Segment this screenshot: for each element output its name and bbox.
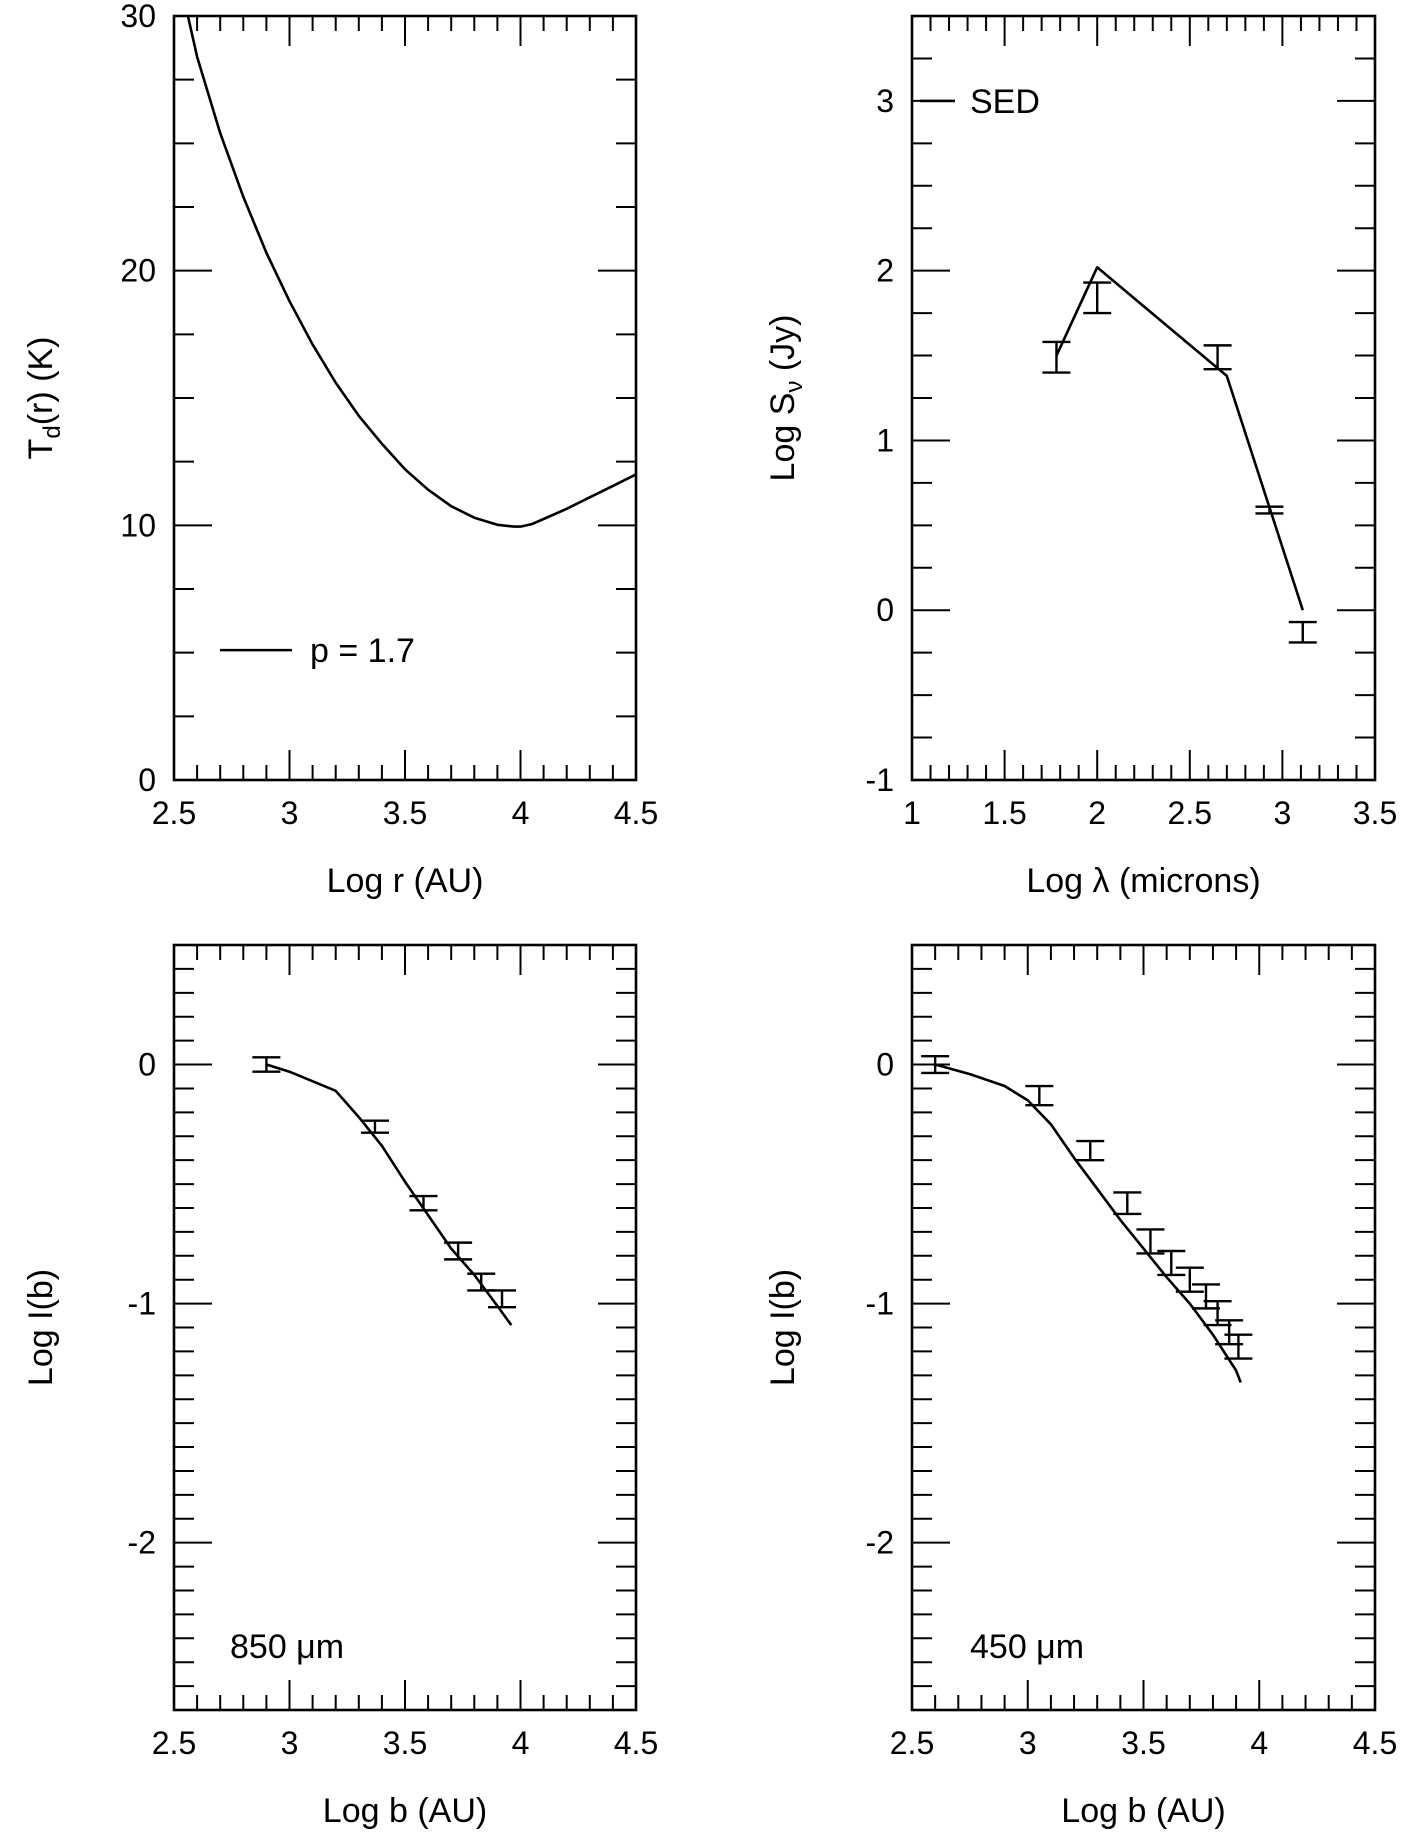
x-tick-label: 3.5 [1121, 1725, 1165, 1761]
error-bar [1224, 1333, 1253, 1360]
panel-annotation: 450 μm [970, 1628, 1084, 1666]
y-axis-label: Log I(b) [764, 1269, 802, 1386]
plot-area [921, 1054, 1253, 1383]
plot-area [1042, 265, 1317, 644]
y-tick-label: 10 [120, 507, 156, 543]
y-tick-label: -2 [866, 1525, 894, 1561]
error-bar [467, 1272, 496, 1292]
x-tick-label: 4 [512, 1725, 530, 1761]
plot-frame [172, 943, 638, 1712]
plot-frame [910, 14, 1377, 782]
error-bar [1288, 620, 1317, 644]
y-axis-label: Td(r) (K) [22, 337, 66, 460]
panel-profile-850: 2.5 3 3.5 4 4.5 -2 -1 0 Log b (AU) Log I(b) 850 μm [22, 943, 658, 1830]
error-bar [444, 1241, 473, 1261]
plot-frame [910, 943, 1377, 1712]
y-tick-label: 2 [876, 253, 894, 289]
x-tick-label: 3 [1274, 795, 1292, 831]
x-tick-label: 4.5 [614, 795, 658, 831]
x-axis-label: Log b (AU) [1061, 1792, 1225, 1830]
legend-label: SED [970, 83, 1040, 121]
error-bar [1175, 1266, 1204, 1293]
error-bar [1042, 340, 1071, 374]
x-tick-label: 3 [281, 1725, 299, 1761]
y-tick-label: -1 [866, 1286, 894, 1322]
error-bar [360, 1119, 389, 1134]
legend-label: p = 1.7 [310, 632, 415, 670]
y-tick-label: 30 [120, 0, 156, 34]
x-tick-label: 4 [512, 795, 530, 831]
error-bar [252, 1056, 281, 1073]
error-bar [488, 1289, 517, 1309]
x-axis-label: Log b (AU) [323, 1792, 487, 1830]
error-bar [1025, 1084, 1054, 1107]
panel-sed: 1 1.5 2 2.5 3 3.5 -1 0 1 2 3 Log λ (microns) Log Sν … [764, 14, 1397, 900]
error-bar [1136, 1228, 1165, 1255]
error-bar [921, 1054, 950, 1075]
x-tick-label: 4.5 [1353, 1725, 1397, 1761]
x-tick-label: 2.5 [890, 1725, 934, 1761]
x-axis-label: Log r (AU) [327, 862, 484, 900]
series-line [1055, 265, 1305, 611]
plot-area [186, 16, 636, 528]
y-tick-label: 0 [138, 1047, 156, 1083]
error-bar [1192, 1283, 1221, 1310]
x-tick-label: 4.5 [614, 1725, 658, 1761]
panel-annotation: 850 μm [230, 1628, 344, 1666]
panel-temperature: 2.5 3 3.5 4 4.5 0 10 20 30 Log r (AU) Td(r) (K) p =… [22, 0, 658, 900]
x-tick-label: 2.5 [1168, 795, 1212, 831]
y-tick-label: 20 [120, 253, 156, 289]
error-bar [409, 1194, 438, 1212]
x-axis-label: Log λ (microns) [1026, 862, 1260, 900]
x-tick-label: 4 [1250, 1725, 1268, 1761]
y-tick-label: 3 [876, 83, 894, 119]
x-tick-label: 1 [903, 795, 921, 831]
error-bar [1203, 344, 1232, 371]
error-bar [1083, 281, 1112, 315]
x-tick-label: 3 [281, 795, 299, 831]
x-tick-label: 3.5 [383, 795, 427, 831]
y-tick-label: 0 [138, 762, 156, 798]
plot-area [252, 1056, 517, 1326]
error-bar [1076, 1139, 1105, 1162]
y-tick-label: -2 [128, 1525, 156, 1561]
x-tick-label: 3.5 [1353, 795, 1397, 831]
x-tick-label: 3.5 [383, 1725, 427, 1761]
y-tick-label: 0 [876, 592, 894, 628]
error-bar [1255, 505, 1284, 515]
error-bar [1157, 1249, 1186, 1277]
x-tick-label: 2.5 [152, 795, 196, 831]
x-tick-label: 1.5 [982, 795, 1026, 831]
y-axis-label: Log Sν (Jy) [764, 315, 808, 482]
y-tick-label: -1 [866, 762, 894, 798]
y-tick-label: -1 [128, 1286, 156, 1322]
error-bar [1113, 1191, 1142, 1216]
y-axis-label: Log I(b) [22, 1269, 60, 1386]
y-tick-label: 1 [876, 422, 894, 458]
x-tick-label: 2 [1088, 795, 1106, 831]
x-tick-label: 3 [1019, 1725, 1037, 1761]
x-tick-label: 2.5 [152, 1725, 196, 1761]
y-tick-label: 0 [876, 1047, 894, 1083]
series-line [934, 1063, 1242, 1383]
panel-profile-450: 2.5 3 3.5 4 4.5 -2 -1 0 Log b (AU) Log I(b) 450 μm [764, 943, 1397, 1830]
series-line [186, 16, 636, 528]
series-line [266, 1063, 513, 1326]
